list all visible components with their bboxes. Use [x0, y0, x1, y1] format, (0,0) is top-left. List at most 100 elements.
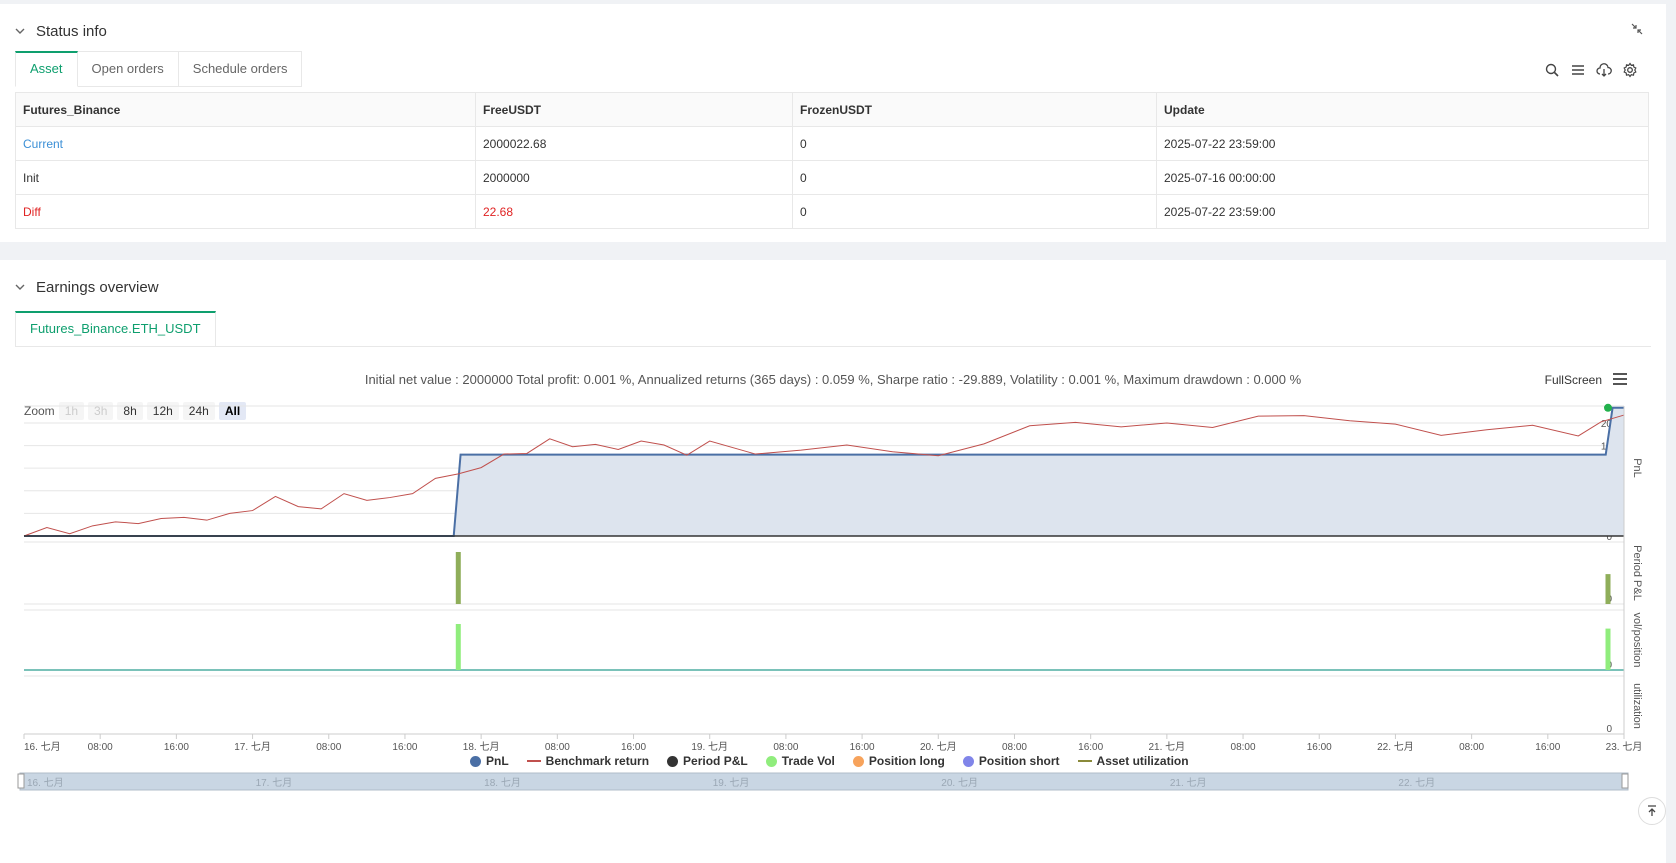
table-row: Current 2000022.68 0 2025-07-22 23:59:00	[15, 126, 1649, 161]
trade-vol-bar	[1605, 628, 1611, 670]
status-info-header[interactable]: Status info	[14, 20, 107, 42]
x-tick-label: 18. 七月	[463, 741, 500, 753]
table-cell: 2025-07-22 23:59:00	[1156, 194, 1649, 229]
x-tick-label: 16:00	[1078, 742, 1103, 753]
tab-open-orders[interactable]: Open orders	[77, 51, 179, 87]
table-row: Init 2000000 0 2025-07-16 00:00:00	[15, 160, 1649, 195]
cloud-download-icon[interactable]	[1596, 62, 1612, 78]
legend-label: Benchmark return	[545, 754, 650, 768]
legend-marker	[526, 760, 541, 762]
legend-label: PnL	[486, 754, 509, 768]
settings-icon[interactable]	[1622, 62, 1638, 78]
earnings-header[interactable]: Earnings overview	[14, 276, 159, 298]
legend-label: Position long	[868, 754, 945, 768]
column-header: Update	[1156, 92, 1649, 127]
legend-item[interactable]: Trade Vol	[765, 754, 835, 768]
x-tick-label: 08:00	[773, 742, 798, 753]
table-cell: 0	[792, 126, 1157, 161]
asset-table: Futures_Binance FreeUSDT FrozenUSDT Upda…	[15, 92, 1649, 229]
x-tick-label: 08:00	[1231, 742, 1256, 753]
row-label-current[interactable]: Current	[15, 126, 476, 161]
menu-icon[interactable]	[1612, 372, 1628, 386]
x-tick-label: 20. 七月	[920, 741, 957, 753]
zoom-label: Zoom	[24, 404, 55, 418]
navigator-tick-label: 17. 七月	[256, 777, 293, 789]
navigator-tick-label: 16. 七月	[27, 777, 64, 789]
legend-item[interactable]: Position short	[962, 754, 1060, 768]
x-tick-label: 16:00	[164, 742, 189, 753]
y-axis-label: PnL	[1631, 458, 1643, 478]
search-icon[interactable]	[1544, 62, 1560, 78]
legend-item[interactable]: Period P&L	[667, 754, 748, 768]
status-tabs: Asset Open orders Schedule orders	[15, 51, 303, 87]
legend-marker	[765, 755, 777, 767]
legend-item[interactable]: Benchmark return	[526, 754, 650, 768]
x-tick-label: 16:00	[1535, 742, 1560, 753]
x-tick-label: 16:00	[1307, 742, 1332, 753]
legend-marker	[1077, 760, 1092, 762]
x-tick-label: 08:00	[1459, 742, 1484, 753]
fullscreen-button[interactable]: FullScreen	[1544, 373, 1602, 387]
legend-marker	[852, 755, 864, 767]
legend-label: Trade Vol	[781, 754, 835, 768]
chevron-down-icon[interactable]	[14, 281, 26, 293]
pnl-area	[24, 407, 1624, 536]
legend-marker	[667, 755, 679, 767]
legend-marker	[962, 755, 974, 767]
table-cell: 2000022.68	[475, 126, 793, 161]
table-cell: 2025-07-22 23:59:00	[1156, 126, 1649, 161]
x-tick-label: 16. 七月	[24, 741, 61, 753]
legend-label: Period P&L	[683, 754, 748, 768]
navigator-tick-label: 19. 七月	[713, 777, 750, 789]
navigator-handle-right	[1621, 773, 1629, 789]
panel-title: Earnings overview	[36, 278, 159, 296]
legend-marker	[470, 755, 481, 767]
tab-asset[interactable]: Asset	[15, 51, 78, 87]
tab-symbol[interactable]: Futures_Binance.ETH_USDT	[15, 311, 216, 347]
legend-label: Asset utilization	[1096, 754, 1189, 768]
navigator-handle-left	[17, 773, 25, 789]
status-info-panel: Status info Asset Open orders Schedule o…	[0, 4, 1666, 242]
list-icon[interactable]	[1570, 62, 1586, 78]
x-tick-label: 16:00	[621, 742, 646, 753]
legend-item[interactable]: Position long	[852, 754, 945, 768]
table-cell: 0	[792, 160, 1157, 195]
row-label-diff: Diff	[15, 194, 476, 229]
x-tick-label: 16:00	[392, 742, 417, 753]
y-tick-label: 20	[1601, 419, 1613, 430]
column-header: FreeUSDT	[475, 92, 793, 127]
x-tick-label: 22. 七月	[1377, 741, 1414, 753]
tab-schedule-orders[interactable]: Schedule orders	[178, 51, 303, 87]
earnings-chart[interactable]: 048121620PnL0Period P&L0vol/position0uti…	[0, 260, 1666, 863]
column-header: Futures_Binance	[15, 92, 476, 127]
navigator-tick-label: 21. 七月	[1170, 777, 1207, 789]
trade-vol-bar	[455, 624, 461, 670]
divider	[15, 346, 1651, 347]
x-tick-label: 21. 七月	[1149, 741, 1186, 753]
x-tick-label: 08:00	[545, 742, 570, 753]
y-tick-label: 0	[1606, 724, 1612, 735]
table-cell: 2025-07-16 00:00:00	[1156, 160, 1649, 195]
x-tick-label: 08:00	[1002, 742, 1027, 753]
table-header-row: Futures_Binance FreeUSDT FrozenUSDT Upda…	[15, 92, 1649, 127]
x-tick-label: 08:00	[316, 742, 341, 753]
marker-point	[1604, 403, 1612, 412]
chart-legend: PnL Benchmark return Period P&L Trade Vol Po…	[470, 754, 1189, 768]
scroll-to-top-button[interactable]	[1638, 797, 1666, 825]
y-axis-label: vol/position	[1631, 612, 1643, 667]
navigator-tick-label: 18. 七月	[484, 777, 521, 789]
legend-item[interactable]: Asset utilization	[1077, 754, 1189, 768]
period-pnl-bar	[1605, 574, 1611, 604]
period-pnl-bar	[455, 552, 461, 604]
panel-title: Status info	[36, 22, 107, 40]
collapse-icon[interactable]	[1630, 22, 1644, 36]
chevron-down-icon[interactable]	[14, 25, 26, 37]
arrow-up-icon	[1648, 805, 1656, 816]
table-cell: 0	[792, 194, 1157, 229]
legend-label: Position short	[978, 754, 1060, 768]
earnings-overview-panel: Earnings overview Futures_Binance.ETH_US…	[0, 260, 1666, 863]
x-tick-label: 16:00	[850, 742, 875, 753]
legend-item[interactable]: PnL	[470, 754, 509, 768]
x-tick-label: 08:00	[88, 742, 113, 753]
navigator-tick-label: 22. 七月	[1398, 777, 1435, 789]
